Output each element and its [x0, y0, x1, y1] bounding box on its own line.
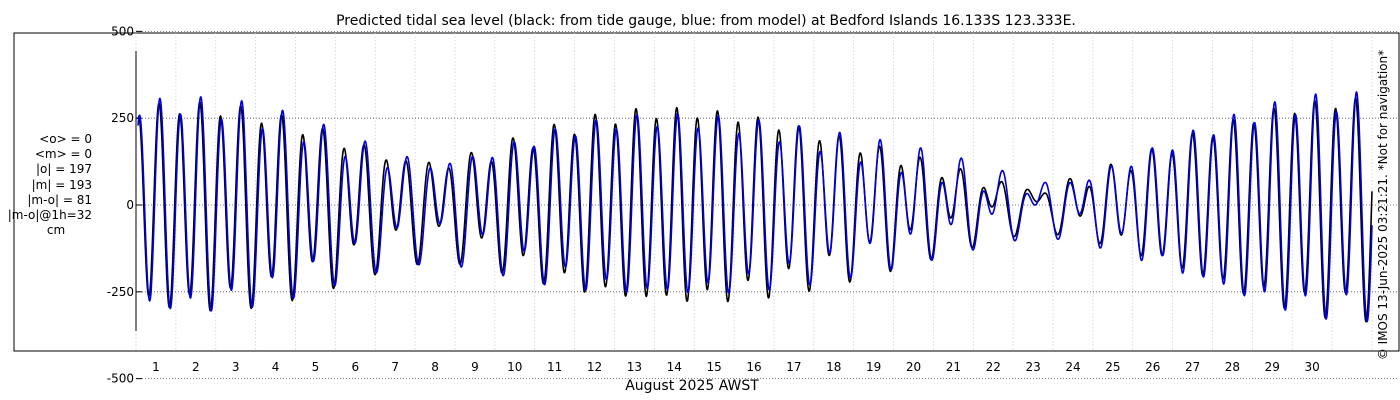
x-tick-label: 21: [946, 360, 961, 374]
x-tick-label: 23: [1025, 360, 1040, 374]
x-tick-label: 10: [507, 360, 522, 374]
series-lines: [137, 91, 1373, 323]
x-tick-label: 20: [906, 360, 921, 374]
y-tick-label: -500: [107, 372, 134, 386]
x-tick-label: 1: [152, 360, 160, 374]
stat-unit: cm: [46, 223, 66, 238]
x-tick-label: 24: [1065, 360, 1080, 374]
x-tick-label: 7: [391, 360, 399, 374]
y-tick-label: 0: [126, 198, 134, 212]
x-tick-label: 3: [232, 360, 240, 374]
y-tick-label: 250: [111, 111, 134, 125]
chart-title: Predicted tidal sea level (black: from t…: [336, 13, 1076, 29]
x-tick-label: 9: [471, 360, 479, 374]
x-tick-label: 14: [667, 360, 682, 374]
credit-text: © IMOS 13-Jun-2025 03:21:21. *Not for na…: [1376, 49, 1390, 361]
x-tick-label: 13: [627, 360, 642, 374]
x-tick-label: 6: [351, 360, 359, 374]
x-tick-label: 22: [986, 360, 1001, 374]
stat-abs-difference-1h: |m-o|@1h=32: [7, 208, 92, 223]
y-tick-label: -250: [107, 285, 134, 299]
stat-mean-model: <m> = 0: [34, 147, 92, 162]
x-tick-label: 2: [192, 360, 200, 374]
x-axis: 1 2 3 4 5 6 7 8 9 10 11 12 13 14 15 16 17 18 19 20 21 22 23 24 2…: [152, 360, 1320, 374]
x-tick-label: 19: [866, 360, 881, 374]
x-tick-label: 11: [547, 360, 562, 374]
statistics-panel: <o> = 0 <m> = 0 |o| = 197 |m| = 193 |m-o…: [0, 132, 92, 238]
x-tick-label: 25: [1105, 360, 1120, 374]
x-tick-label: 26: [1145, 360, 1160, 374]
series-line-from-model: [137, 91, 1373, 323]
stat-abs-difference: |m-o| = 81: [27, 192, 92, 207]
x-tick-label: 29: [1265, 360, 1280, 374]
x-axis-label: August 2025 AWST: [625, 378, 759, 394]
x-tick-label: 16: [746, 360, 761, 374]
x-tick-label: 12: [587, 360, 602, 374]
x-tick-label: 8: [431, 360, 439, 374]
x-tick-label: 4: [272, 360, 280, 374]
grid-lines: [135, 30, 1399, 380]
x-tick-label: 5: [312, 360, 320, 374]
y-tick-label: 500: [111, 24, 134, 38]
x-tick-label: 15: [706, 360, 721, 374]
stat-abs-model: |m| = 193: [31, 177, 92, 192]
x-tick-label: 28: [1225, 360, 1240, 374]
x-tick-label: 30: [1305, 360, 1320, 374]
x-tick-label: 27: [1185, 360, 1200, 374]
stat-mean-observed: <o> = 0: [39, 132, 92, 146]
x-tick-label: 17: [786, 360, 801, 374]
plot-area: [13, 32, 1400, 352]
y-axis: -500 -250 0 250 500: [107, 24, 142, 386]
stat-abs-observed: |o| = 197: [35, 162, 92, 177]
x-tick-label: 18: [826, 360, 841, 374]
